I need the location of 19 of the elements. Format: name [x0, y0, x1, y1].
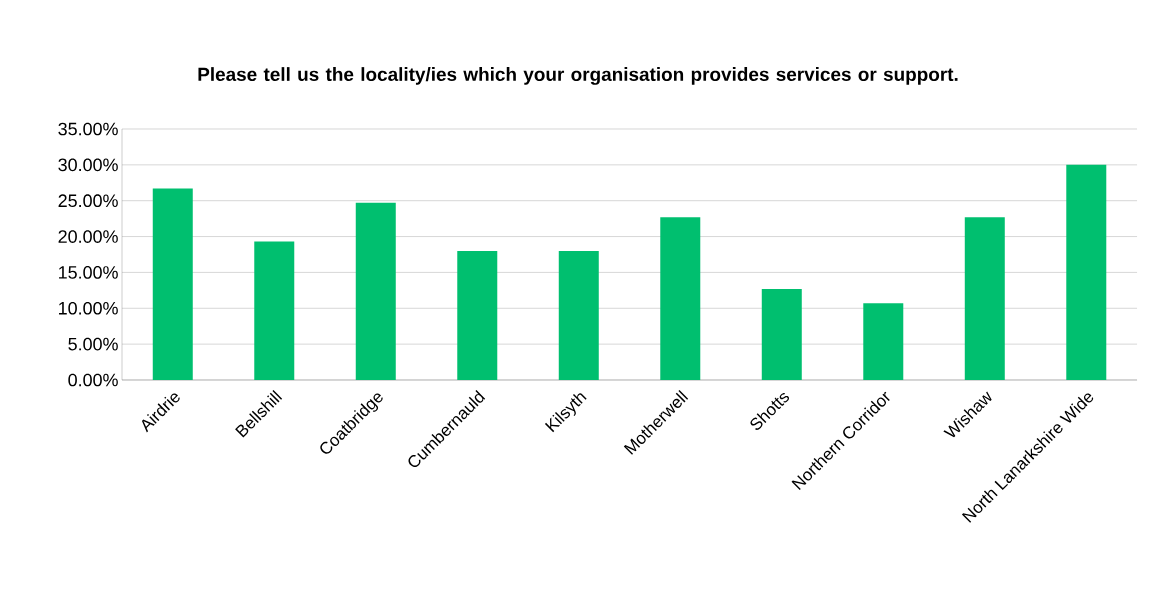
bar	[457, 250, 498, 380]
bar	[254, 241, 295, 380]
y-tick-label: 15.00%	[59, 266, 118, 279]
bar	[355, 202, 396, 380]
bar	[558, 250, 599, 380]
y-tick-label: 10.00%	[59, 301, 118, 315]
bar	[761, 288, 802, 380]
y-tick-label: 20.00%	[58, 230, 118, 243]
bar	[1066, 164, 1107, 380]
y-tick-label: 5.00%	[68, 337, 118, 351]
y-tick-label: 30.00%	[58, 158, 118, 172]
bar	[660, 217, 701, 380]
y-tick-label: 35.00%	[58, 122, 118, 136]
y-tick-label: 25.00%	[58, 194, 118, 208]
bar	[152, 188, 193, 380]
chart-title: Please tell us the locality/ies which your organisation provides services or support.	[198, 67, 958, 85]
bar	[964, 217, 1005, 380]
bar	[863, 303, 904, 380]
y-tick-label: 0.00%	[68, 373, 118, 387]
